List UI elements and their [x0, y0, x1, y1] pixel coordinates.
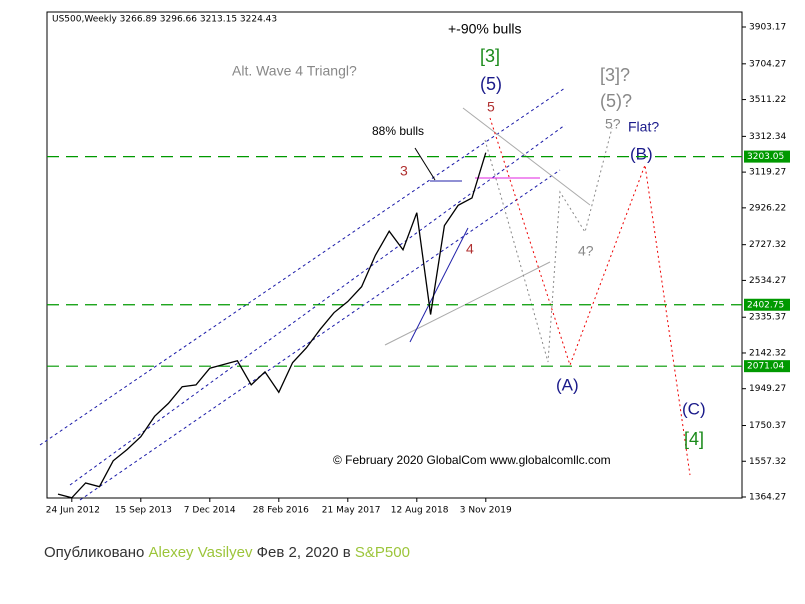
chart: US500,Weekly 3266.89 3296.66 3213.15 322… — [39, 11, 790, 516]
x-tick-label: 7 Dec 2014 — [184, 506, 236, 516]
y-tick-label: 2142.32 — [749, 348, 786, 358]
annotations: +-90% bulls [3] (5) 5 Alt. Wave 4 Triang… — [232, 21, 706, 467]
y-tick-label: 3312.34 — [749, 132, 786, 142]
level-label: 3203.05 — [747, 152, 784, 162]
y-tick-label: 3903.17 — [749, 23, 786, 33]
y-tick-label: 1750.37 — [749, 421, 786, 431]
level-box — [744, 298, 790, 311]
annotation: (A) — [556, 375, 579, 394]
annotation: [4] — [684, 429, 704, 449]
y-tick-label: 1364.27 — [749, 493, 786, 503]
annotation: 3 — [400, 163, 408, 179]
annotation: 88% bulls — [372, 124, 424, 138]
level-box — [744, 360, 790, 373]
x-tick-label: 24 Jun 2012 — [46, 506, 100, 516]
price-line — [57, 152, 487, 499]
x-tick-label: 21 May 2017 — [322, 506, 381, 516]
annotation: © February 2020 GlobalCom www.globalcoml… — [333, 453, 611, 467]
caption-prefix: Опубликовано — [44, 544, 145, 561]
level-box — [744, 150, 790, 163]
y-tick-label: 1949.27 — [749, 384, 786, 394]
annotation: 5? — [605, 116, 621, 132]
annotation: (C) — [682, 399, 706, 418]
annotation: 5 — [487, 99, 495, 115]
caption-date: Фев 2, 2020 в — [256, 544, 351, 561]
chart-title: US500,Weekly 3266.89 3296.66 3213.15 322… — [52, 15, 277, 25]
y-tick-label: 2534.27 — [749, 276, 786, 286]
annotation: [3]? — [600, 65, 630, 85]
y-tick-label: 3704.27 — [749, 59, 786, 69]
caption: Опубликовано Alexey Vasilyev Фев 2, 2020… — [44, 544, 410, 561]
x-tick-label: 12 Aug 2018 — [391, 506, 449, 516]
level-label: 2402.75 — [747, 300, 784, 310]
y-tick-label: 2727.32 — [749, 240, 786, 250]
y-tick-label: 1557.32 — [749, 457, 786, 467]
annotation: Flat? — [628, 119, 659, 135]
annotation: (5) — [480, 74, 502, 94]
annotation: Alt. Wave 4 Triangl? — [232, 63, 357, 79]
annotation: [3] — [480, 46, 500, 66]
author[interactable]: Alexey Vasilyev — [148, 544, 253, 561]
symbol[interactable]: S&P500 — [354, 544, 410, 561]
annotation: 4 — [466, 241, 474, 257]
y-tick-label: 3119.27 — [749, 168, 786, 178]
y-tick-label: 2926.22 — [749, 203, 786, 213]
x-tick-label: 28 Feb 2016 — [253, 506, 309, 516]
annotation: (B) — [630, 144, 653, 163]
annotation: (5)? — [600, 91, 632, 111]
x-tick-label: 15 Sep 2013 — [115, 506, 172, 516]
annotation: +-90% bulls — [448, 21, 522, 37]
level-label: 2071.04 — [747, 362, 784, 372]
x-tick-label: 3 Nov 2019 — [460, 506, 512, 516]
y-tick-label: 3511.22 — [749, 95, 786, 105]
plot-frame — [46, 11, 743, 499]
annotation: 4? — [578, 243, 594, 259]
y-tick-label: 2335.37 — [749, 313, 786, 323]
